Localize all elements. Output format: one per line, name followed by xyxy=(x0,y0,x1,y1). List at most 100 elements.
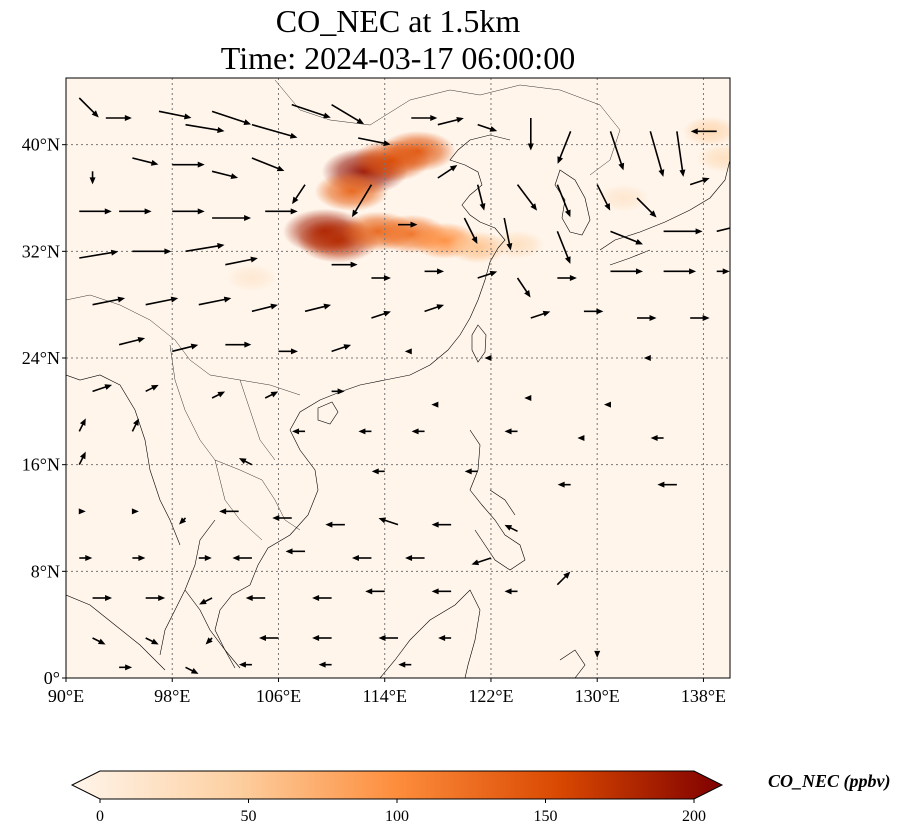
longitude-tick-label: 106°E xyxy=(256,686,301,706)
wind-vector xyxy=(292,428,306,435)
wind-vector xyxy=(636,197,657,218)
colorbar-tick-label: 200 xyxy=(682,808,706,825)
wind-vector xyxy=(219,508,239,515)
wind-vector xyxy=(643,355,651,361)
wind-vector xyxy=(516,184,538,211)
wind-vector xyxy=(437,116,464,126)
country-borders xyxy=(66,79,621,541)
wind-vector xyxy=(504,524,518,533)
wind-vector xyxy=(331,103,365,125)
longitude-tick-label: 90°E xyxy=(48,686,84,706)
wind-vector xyxy=(504,428,518,435)
wind-vector xyxy=(312,635,332,641)
wind-vector xyxy=(596,184,611,211)
wind-vector xyxy=(238,661,252,668)
wind-vector xyxy=(199,597,213,605)
wind-vector xyxy=(358,428,372,435)
wind-vector xyxy=(690,315,710,321)
wind-vector xyxy=(92,637,106,645)
colorbar: 0 50 100 150 200 xyxy=(70,770,724,825)
concentration-plume xyxy=(598,184,650,212)
wind-vector xyxy=(557,275,577,281)
wind-vector xyxy=(431,588,452,595)
wind-vector xyxy=(225,341,252,348)
wind-vector xyxy=(172,208,205,215)
wind-vector xyxy=(212,215,252,221)
wind-vector xyxy=(516,277,531,298)
wind-vector xyxy=(291,103,331,119)
wind-vector xyxy=(185,666,199,674)
wind-vector xyxy=(650,435,664,441)
wind-vector xyxy=(378,517,399,526)
wind-vector xyxy=(251,123,298,139)
wind-vector xyxy=(503,217,513,251)
colorbar-tick-label: 100 xyxy=(385,808,409,825)
coastlines xyxy=(66,134,730,678)
wind-vector xyxy=(464,468,478,475)
wind-vector xyxy=(211,110,252,125)
colorbar-tick-label: 50 xyxy=(241,808,257,825)
wind-vector xyxy=(118,336,146,346)
wind-vector xyxy=(557,481,571,488)
wind-vectors xyxy=(78,97,730,674)
wind-vector xyxy=(431,401,439,408)
wind-vector xyxy=(132,248,172,255)
wind-vector xyxy=(404,348,412,355)
wind-vector xyxy=(245,595,266,601)
wind-vector xyxy=(292,184,306,205)
concentration-field xyxy=(226,116,730,292)
latitude-axis: 0° 8°N 16°N 24°N 32°N 40°N xyxy=(22,135,66,688)
longitude-tick-label: 98°E xyxy=(154,686,190,706)
latitude-tick-label: 24°N xyxy=(22,348,60,368)
latitude-tick-label: 40°N xyxy=(22,135,60,155)
wind-vector xyxy=(610,230,643,245)
map-title: CO_NEC at 1.5km xyxy=(275,3,521,39)
wind-vector xyxy=(145,595,166,601)
wind-vector xyxy=(79,249,119,259)
wind-vector xyxy=(365,588,385,595)
wind-vector xyxy=(119,208,152,215)
wind-vector xyxy=(556,184,571,218)
concentration-plume xyxy=(379,130,456,172)
wind-vector xyxy=(172,343,199,353)
wind-vector xyxy=(304,303,332,313)
wind-vector xyxy=(185,243,225,253)
wind-vector xyxy=(405,555,425,561)
wind-vector xyxy=(92,595,113,601)
concentration-plume xyxy=(226,264,278,292)
wind-vector xyxy=(225,256,258,266)
wind-vector xyxy=(132,157,159,166)
wind-vector xyxy=(331,261,358,268)
wind-vector xyxy=(78,97,99,118)
wind-vector xyxy=(179,517,187,525)
wind-vector xyxy=(78,418,86,432)
wind-vector xyxy=(351,555,372,561)
wind-vector xyxy=(272,515,292,521)
colorbar-body xyxy=(70,770,724,800)
wind-vector xyxy=(131,418,139,432)
wind-vector xyxy=(716,268,730,275)
latitude-tick-label: 16°N xyxy=(22,455,60,475)
wind-vector xyxy=(131,508,139,515)
wind-vector xyxy=(371,275,391,281)
wind-vector xyxy=(265,208,298,215)
wind-vector xyxy=(610,268,643,275)
wind-vector xyxy=(132,555,146,561)
wind-vector xyxy=(371,468,385,475)
wind-vector xyxy=(637,315,657,321)
latitude-tick-label: 32°N xyxy=(22,241,60,261)
wind-vector xyxy=(119,664,133,671)
wind-vector xyxy=(198,555,212,561)
wind-vector xyxy=(609,131,625,171)
wind-vector xyxy=(145,384,159,393)
wind-vector xyxy=(411,115,438,121)
wind-vector xyxy=(79,555,93,561)
wind-vector xyxy=(424,304,445,313)
wind-vector xyxy=(594,650,601,658)
wind-vector xyxy=(78,451,86,466)
longitude-tick-label: 138°E xyxy=(681,686,726,706)
concentration-plume xyxy=(314,171,389,212)
wind-vector xyxy=(211,391,226,399)
wind-vector xyxy=(484,355,492,361)
